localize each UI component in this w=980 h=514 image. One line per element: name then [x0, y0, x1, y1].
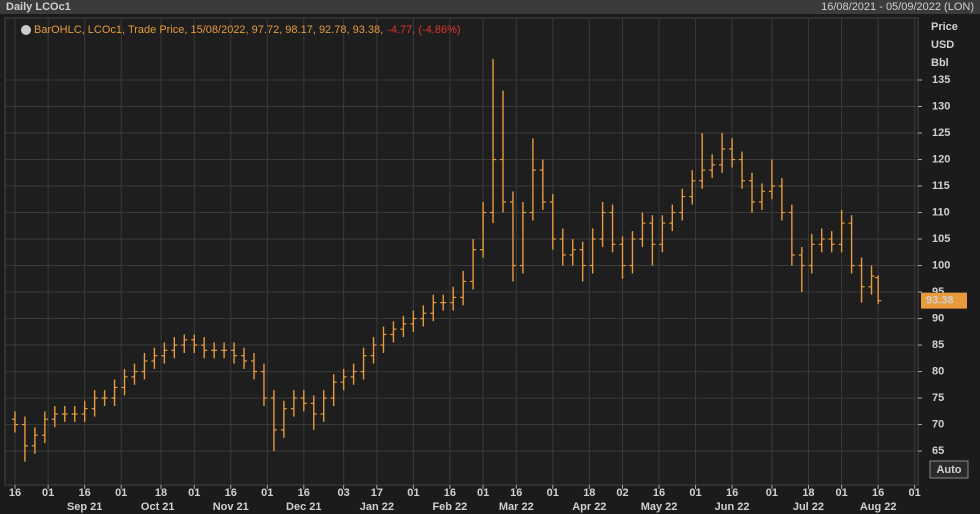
month-label: Aug 22 [860, 501, 897, 513]
x-tick-label: 01 [547, 487, 559, 499]
month-label: Jul 22 [793, 501, 824, 513]
month-label: Oct 21 [141, 501, 175, 513]
y-tick-label: 125 [932, 127, 950, 139]
month-label: Feb 22 [432, 501, 467, 513]
x-tick-label: 16 [225, 487, 237, 499]
autoscale-button[interactable] [929, 460, 969, 479]
x-tick-label: 01 [689, 487, 701, 499]
x-tick-label: 18 [583, 487, 595, 499]
plot-area [4, 17, 919, 486]
x-tick-label: 16 [510, 487, 522, 499]
chart-title: Daily LCOc1 [6, 1, 71, 13]
y-tick-label: 130 [932, 100, 950, 112]
month-label: Mar 22 [499, 501, 534, 513]
x-tick-label: 01 [42, 487, 54, 499]
month-label: Nov 21 [213, 501, 249, 513]
header-bar [0, 0, 980, 14]
last-price-label: 93.38 [926, 295, 954, 307]
legend-change: -4.77, (-4.86%) [387, 24, 460, 36]
month-label: May 22 [641, 501, 678, 513]
x-tick-label: 16 [79, 487, 91, 499]
month-label: Dec 21 [286, 501, 321, 513]
x-tick-label: 18 [802, 487, 814, 499]
x-tick-label: 01 [261, 487, 273, 499]
y-tick-label: 65 [932, 445, 944, 457]
last-price-box [921, 292, 967, 309]
y-tick-label: 120 [932, 153, 950, 165]
x-tick-label: 16 [444, 487, 456, 499]
x-tick-label: 16 [298, 487, 310, 499]
y-axis-label: USD [931, 39, 954, 51]
y-tick-label: 110 [932, 206, 950, 218]
y-tick-label: 70 [932, 418, 944, 430]
x-tick-label: 01 [115, 487, 127, 499]
y-tick-label: 105 [932, 233, 950, 245]
x-tick-label: 03 [338, 487, 350, 499]
x-tick-label: 01 [477, 487, 489, 499]
y-tick-label: 90 [932, 312, 944, 324]
x-tick-label: 16 [726, 487, 738, 499]
y-axis-label: Price [931, 21, 958, 33]
x-tick-label: 01 [766, 487, 778, 499]
month-label: Jan 22 [360, 501, 394, 513]
x-tick-label: 17 [371, 487, 383, 499]
y-tick-label: 115 [932, 180, 950, 192]
legend-icon[interactable] [21, 25, 31, 35]
x-tick-label: 16 [872, 487, 884, 499]
month-label: Sep 21 [67, 501, 102, 513]
month-label: Apr 22 [572, 501, 606, 513]
y-axis-label: Bbl [931, 57, 949, 69]
y-tick-label: 80 [932, 365, 944, 377]
date-range: 16/08/2021 - 05/09/2022 (LON) [821, 1, 974, 13]
month-label: Jun 22 [715, 501, 750, 513]
grid [5, 18, 918, 485]
x-tick-label: 18 [155, 487, 167, 499]
x-tick-label: 02 [616, 487, 628, 499]
x-tick-label: 01 [909, 487, 921, 499]
y-tick-label: 135 [932, 74, 950, 86]
y-tick-label: 85 [932, 339, 944, 351]
legend-text: BarOHLC, LCOc1, Trade Price, 15/08/2022,… [34, 24, 383, 36]
x-tick-label: 16 [653, 487, 665, 499]
legend: BarOHLC, LCOc1, Trade Price, 15/08/2022,… [34, 24, 461, 36]
x-tick-label: 01 [188, 487, 200, 499]
x-tick-label: 01 [407, 487, 419, 499]
y-tick-label: 75 [932, 392, 944, 404]
x-tick-label: 01 [836, 487, 848, 499]
y-tick-label: 100 [932, 259, 950, 271]
autoscale-label[interactable]: Auto [936, 464, 961, 476]
ohlc-series [11, 58, 882, 462]
x-tick-label: 16 [9, 487, 21, 499]
